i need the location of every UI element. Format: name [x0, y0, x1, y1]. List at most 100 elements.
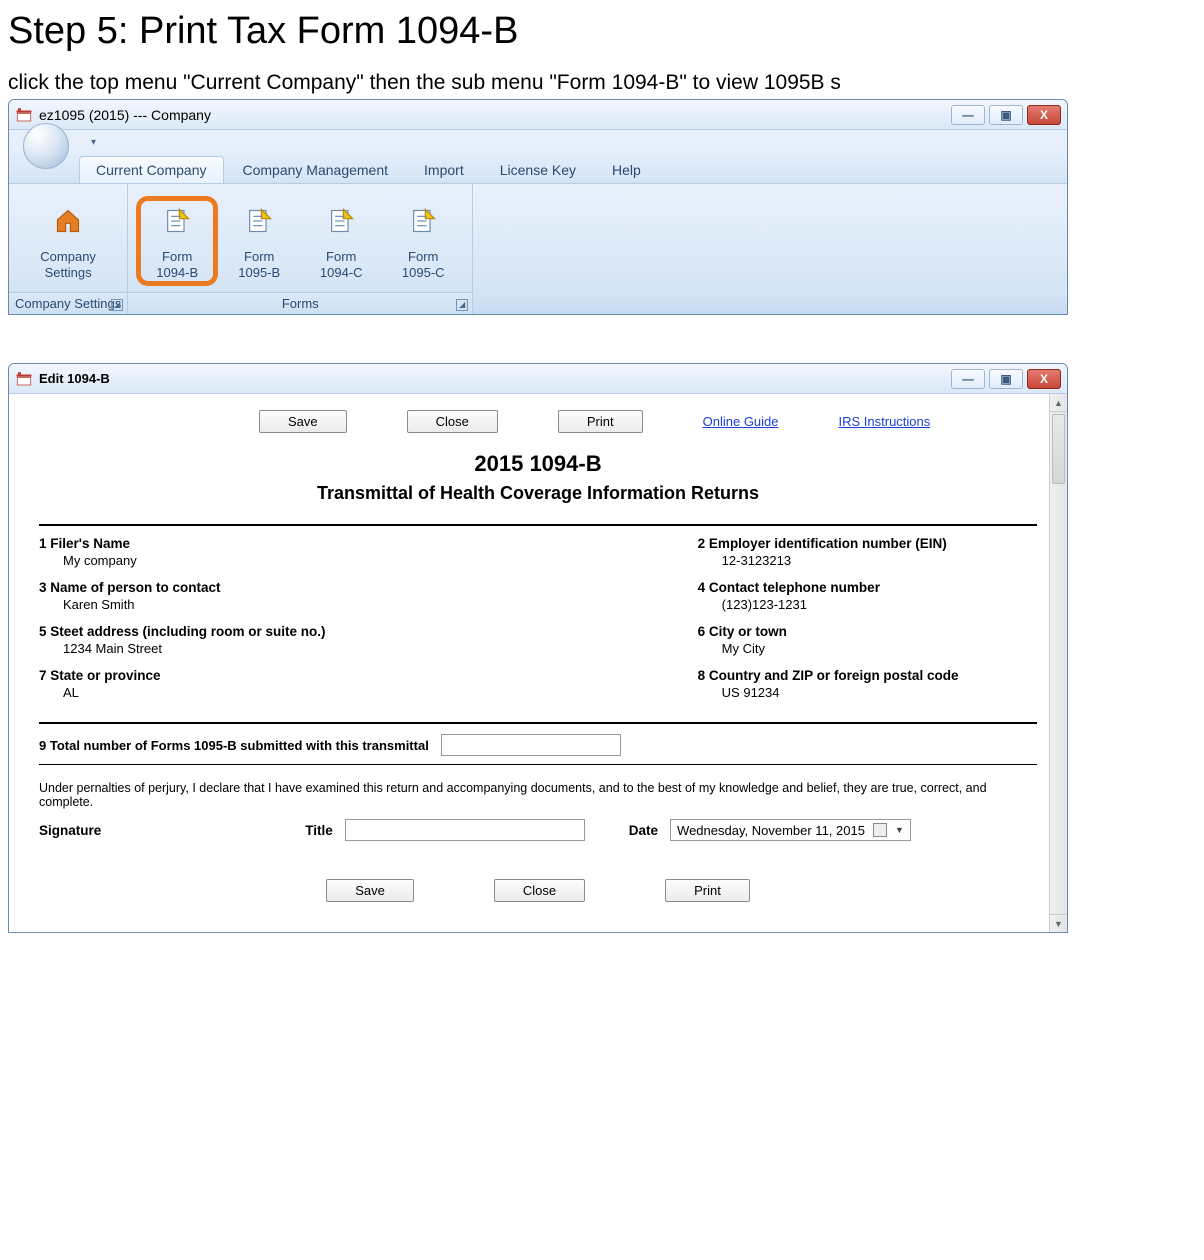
ribbon-button-form-1094-b[interactable]: Form1094-B — [136, 196, 218, 285]
field-8: 8 Country and ZIP or foreign postal code… — [698, 668, 1037, 700]
field-label: 1 Filer's Name — [39, 536, 698, 551]
form-area: ▲ ▼ Save Close Print Online Guide IRS In… — [9, 394, 1067, 932]
window-controls: — ▣ X — [947, 369, 1061, 389]
bottom-toolbar: Save Close Print — [39, 879, 1037, 902]
ribbon-group-company-settings: CompanySettings Company Settings◢ — [9, 184, 128, 314]
field-5: 5 Steet address (including room or suite… — [39, 624, 698, 656]
field-label: 2 Employer identification number (EIN) — [698, 536, 1037, 551]
scroll-down-icon[interactable]: ▼ — [1050, 914, 1067, 932]
home-icon — [54, 207, 82, 235]
scrollbar[interactable]: ▲ ▼ — [1049, 394, 1067, 932]
form-subtitle: Transmittal of Health Coverage Informati… — [39, 483, 1037, 504]
field-label: 8 Country and ZIP or foreign postal code — [698, 668, 1037, 683]
titlebar: ez1095 (2015) --- Company — ▣ X — [9, 100, 1067, 130]
ribbon-tab-current-company[interactable]: Current Company — [79, 156, 224, 183]
ribbon-tab-license-key[interactable]: License Key — [483, 156, 593, 183]
ribbon-group-forms: Form1094-B Form1095-B Form1094-C Form1095-C… — [128, 184, 473, 314]
ribbon-button-label: Form1095-C — [402, 249, 445, 280]
ribbon-tab-help[interactable]: Help — [595, 156, 658, 183]
field-label: 5 Steet address (including room or suite… — [39, 624, 698, 639]
date-picker[interactable]: Wednesday, November 11, 2015 ▼ — [670, 819, 911, 841]
ribbon-button-form-1094-c[interactable]: Form1094-C — [300, 197, 382, 284]
qat-dropdown-icon[interactable]: ▾ — [91, 137, 96, 148]
field-value: 1234 Main Street — [39, 641, 698, 656]
close-form-button[interactable]: Close — [494, 879, 585, 902]
window-title: Edit 1094-B — [39, 371, 110, 386]
field-value: 12-3123213 — [698, 553, 1037, 568]
field-6: 6 City or town My City — [698, 624, 1037, 656]
ribbon-tabs: Current CompanyCompany ManagementImportL… — [9, 154, 1067, 184]
maximize-button[interactable]: ▣ — [989, 105, 1023, 125]
close-form-button[interactable]: Close — [407, 410, 498, 433]
ribbon-button-form-1095-b[interactable]: Form1095-B — [218, 197, 300, 284]
field-value: My City — [698, 641, 1037, 656]
field-value: Karen Smith — [39, 597, 698, 612]
field-value: US 91234 — [698, 685, 1037, 700]
ribbon-button-form-1095-c[interactable]: Form1095-C — [382, 197, 464, 284]
ribbon-button-label: CompanySettings — [40, 249, 96, 280]
ribbon-button-label: Form1095-B — [238, 249, 280, 280]
window-controls: — ▣ X — [947, 105, 1061, 125]
form-icon — [245, 207, 273, 235]
ribbon-button-label: Form1094-B — [156, 249, 198, 280]
field-2: 2 Employer identification number (EIN) 1… — [698, 536, 1037, 568]
save-button[interactable]: Save — [326, 879, 414, 902]
scroll-thumb[interactable] — [1052, 414, 1065, 484]
ribbon-tab-company-management[interactable]: Company Management — [226, 156, 406, 183]
field-value: My company — [39, 553, 698, 568]
divider — [39, 722, 1037, 724]
app-menu-orb[interactable] — [23, 123, 69, 169]
title-input[interactable] — [345, 819, 585, 841]
field-4: 4 Contact telephone number (123)123-1231 — [698, 580, 1037, 612]
top-toolbar: Save Close Print Online Guide IRS Instru… — [39, 410, 1037, 433]
maximize-button[interactable]: ▣ — [989, 369, 1023, 389]
ribbon-group-label: Forms◢ — [128, 292, 472, 314]
titlebar: Edit 1094-B — ▣ X — [9, 364, 1067, 394]
total-forms-input[interactable] — [441, 734, 621, 756]
dialog-launcher-icon[interactable]: ◢ — [111, 299, 123, 311]
minimize-button[interactable]: — — [951, 369, 985, 389]
page-heading: Step 5: Print Tax Form 1094-B — [8, 10, 1204, 53]
form-icon — [327, 207, 355, 235]
save-button[interactable]: Save — [259, 410, 347, 433]
close-button[interactable]: X — [1027, 105, 1061, 125]
ribbon-tab-import[interactable]: Import — [407, 156, 481, 183]
form-title: 2015 1094-B — [39, 451, 1037, 477]
divider — [39, 524, 1037, 526]
field-9: 9 Total number of Forms 1095-B submitted… — [39, 734, 1037, 756]
field-value: AL — [39, 685, 698, 700]
close-button[interactable]: X — [1027, 369, 1061, 389]
ribbon-group-label: Company Settings◢ — [9, 292, 127, 314]
signature-row: Signature Title Date Wednesday, November… — [39, 819, 1037, 841]
page-instruction: click the top menu "Current Company" the… — [8, 71, 1204, 95]
app-window-ez1095: ez1095 (2015) --- Company — ▣ X ▾ Curren… — [8, 99, 1068, 315]
field-1: 1 Filer's Name My company — [39, 536, 698, 568]
perjury-statement: Under pernalties of perjury, I declare t… — [39, 781, 1037, 809]
chevron-down-icon: ▼ — [895, 825, 904, 835]
field-3: 3 Name of person to contact Karen Smith — [39, 580, 698, 612]
divider — [39, 764, 1037, 765]
scroll-up-icon[interactable]: ▲ — [1050, 394, 1067, 412]
field-label: 7 State or province — [39, 668, 698, 683]
ribbon-button-company-settings[interactable]: CompanySettings — [27, 197, 109, 284]
dialog-launcher-icon[interactable]: ◢ — [456, 299, 468, 311]
ribbon-button-label: Form1094-C — [320, 249, 363, 280]
title-label: Title — [305, 823, 333, 838]
window-title: ez1095 (2015) --- Company — [39, 107, 211, 123]
date-value: Wednesday, November 11, 2015 — [677, 823, 865, 838]
field-7: 7 State or province AL — [39, 668, 698, 700]
edit-1094b-window: Edit 1094-B — ▣ X ▲ ▼ Save Close Print O… — [8, 363, 1068, 933]
field-label: 9 Total number of Forms 1095-B submitted… — [39, 738, 429, 753]
calendar-icon — [873, 823, 887, 837]
minimize-button[interactable]: — — [951, 105, 985, 125]
print-button[interactable]: Print — [558, 410, 643, 433]
app-icon — [15, 370, 33, 388]
print-button[interactable]: Print — [665, 879, 750, 902]
signature-label: Signature — [39, 823, 101, 838]
form-icon — [409, 207, 437, 235]
irs-instructions-link[interactable]: IRS Instructions — [839, 414, 931, 429]
ribbon-body: CompanySettingsCompany Settings◢Form1094… — [9, 184, 1067, 314]
field-label: 6 City or town — [698, 624, 1037, 639]
field-label: 4 Contact telephone number — [698, 580, 1037, 595]
online-guide-link[interactable]: Online Guide — [703, 414, 779, 429]
